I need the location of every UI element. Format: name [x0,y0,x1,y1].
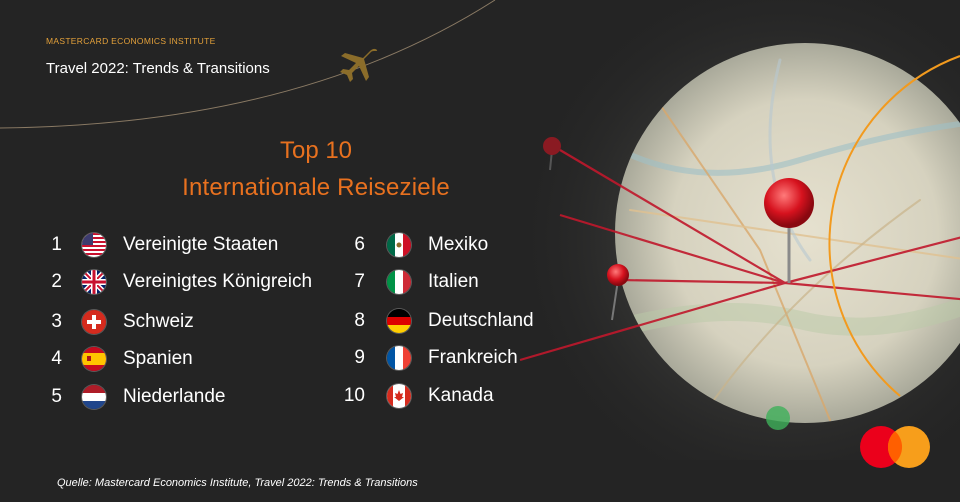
destination-row: 9 Frankreich [335,344,565,372]
flag-uk-icon [82,270,106,294]
destination-row: 2 Vereinigtes Königreich [32,268,352,296]
destination-row: 3 Schweiz [32,308,352,336]
rank-number: 7 [354,271,365,292]
rank-number: 10 [343,385,365,406]
brand-label: MASTERCARD ECONOMICS INSTITUTE [46,36,216,46]
destination-row: 5 Niederlande [32,383,352,411]
rank-number: 2 [51,271,62,292]
source-citation: Quelle: Mastercard Economics Institute, … [57,477,418,489]
destination-name: Spanien [123,348,193,369]
flag-italy-icon [387,270,411,294]
flag-netherlands-icon [82,385,106,409]
destination-name: Vereinigte Staaten [123,234,279,255]
rank-number: 1 [51,234,62,255]
flag-canada-icon [387,384,411,408]
rank-number: 4 [51,348,62,369]
rank-number: 3 [51,311,62,332]
report-subtitle: Travel 2022: Trends & Transitions [46,60,270,77]
flag-france-icon [387,346,411,370]
destination-row: 4 Spanien [32,345,352,373]
destination-name: Vereinigtes Königreich [123,271,313,292]
rank-number: 6 [354,234,365,255]
destination-row: 10 Kanada [335,382,565,410]
destination-name: Schweiz [123,311,194,332]
destination-row: 8 Deutschland [335,307,565,335]
flag-switzerland-icon [82,310,106,334]
rank-number: 5 [51,386,62,407]
map-photo [500,0,960,460]
flag-mexico-icon [387,233,411,257]
flag-usa-icon [82,233,106,257]
airplane-icon [340,48,378,82]
destination-name: Mexiko [428,234,489,255]
destination-name: Kanada [428,385,494,406]
flag-spain-icon [82,347,106,371]
destination-row: 1 Vereinigte Staaten [32,231,352,259]
destination-row: 6 Mexiko [335,231,565,259]
rank-number: 8 [354,310,365,331]
mastercard-logo [860,426,930,468]
destination-name: Italien [428,271,479,292]
destination-row: 7 Italien [335,268,565,296]
destination-name: Frankreich [428,347,518,368]
flag-germany-icon [387,309,411,333]
page-title-line1: Top 10 [279,137,353,164]
rank-number: 9 [354,347,365,368]
page-title-line2: Internationale Reiseziele [182,174,450,201]
destination-name: Niederlande [123,386,226,407]
destination-name: Deutschland [428,310,534,331]
